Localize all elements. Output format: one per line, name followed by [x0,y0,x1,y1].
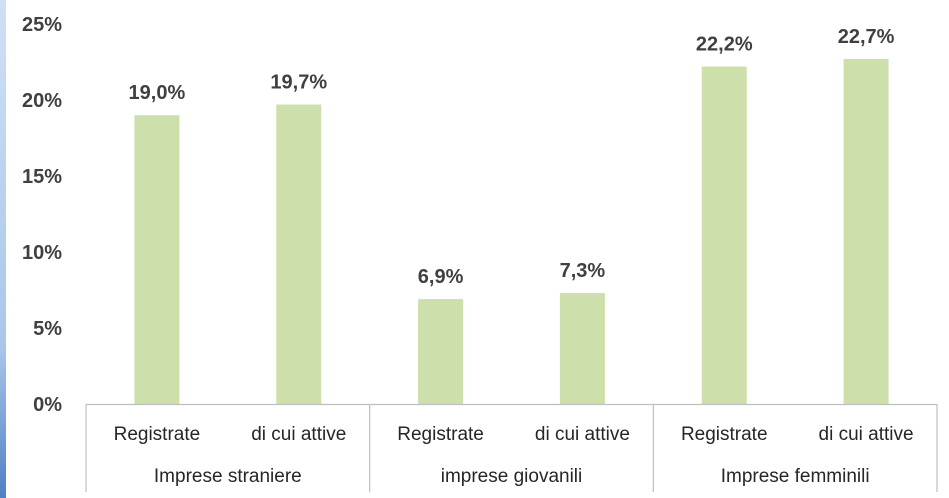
y-tick-label: 20% [22,90,62,112]
x-category-label: Registrate [681,424,768,445]
y-tick-label: 5% [33,318,62,340]
y-tick-label: 25% [22,14,62,36]
x-category-label: di cui attive [251,424,346,445]
x-group-label: Imprese straniere [154,466,302,487]
x-category-label: di cui attive [535,424,630,445]
bar [134,115,180,404]
bar [843,58,889,405]
x-group-label: imprese giovanili [441,466,583,487]
data-label: 22,2% [696,34,753,56]
x-group-label: Imprese femminili [721,466,870,487]
data-label: 22,7% [838,26,895,48]
bars [134,58,889,405]
x-category-label: di cui attive [819,424,914,445]
x-category-label: Registrate [397,424,484,445]
data-label: 6,9% [418,266,464,288]
bar [418,299,464,404]
bar [276,104,322,404]
y-tick-label: 15% [22,166,62,188]
y-axis: 0% 5% 10% 15% 20% 25% [22,14,62,416]
data-label: 7,3% [560,260,606,282]
data-label: 19,0% [129,82,186,104]
data-labels: 19,0% 19,7% 6,9% 7,3% 22,2% 22,7% [129,26,895,288]
x-category-label: Registrate [114,424,201,445]
y-tick-label: 0% [33,394,62,416]
bar [701,66,747,404]
x-axis: Registrate di cui attive Registrate di cui … [85,403,938,492]
left-edge-strip [0,0,6,498]
data-label: 19,7% [270,72,327,94]
y-tick-label: 10% [22,242,62,264]
bar [559,293,605,404]
